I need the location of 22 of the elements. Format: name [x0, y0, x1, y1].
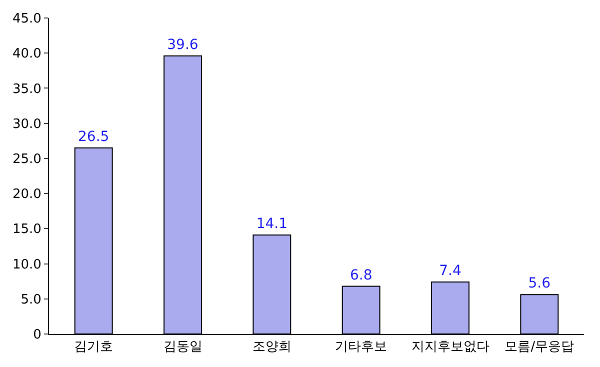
- data-label: 5.6: [528, 276, 551, 292]
- x-tick-label: 조양희: [252, 340, 292, 355]
- data-label: 6.8: [350, 267, 372, 284]
- y-tick-label: 15.0: [12, 222, 42, 238]
- y-tick-label: 5.0: [20, 292, 42, 308]
- x-tick-label: 지지후보없다: [411, 340, 490, 355]
- data-label: 14.1: [256, 216, 288, 232]
- x-tick-label: 기타후보: [335, 340, 388, 355]
- x-tick-label: 모름/무응답: [504, 340, 574, 355]
- x-tick-label: 김동일: [163, 340, 202, 355]
- y-tick-label: 40.0: [12, 46, 42, 62]
- y-tick-label: 20.0: [12, 187, 42, 202]
- y-tick-label: 45.0: [12, 12, 42, 27]
- data-label: 26.5: [78, 128, 110, 145]
- data-label: 7.4: [439, 263, 462, 280]
- x-tick-label: 김기호: [74, 340, 114, 355]
- data-label: 39.6: [167, 36, 198, 53]
- y-tick-label: 35.0: [12, 82, 42, 97]
- y-tick-label: 25.0: [12, 152, 42, 167]
- y-tick-label: 30.0: [12, 116, 42, 132]
- y-tick-label: 0: [33, 328, 42, 343]
- y-tick-label: 10.0: [12, 257, 42, 272]
